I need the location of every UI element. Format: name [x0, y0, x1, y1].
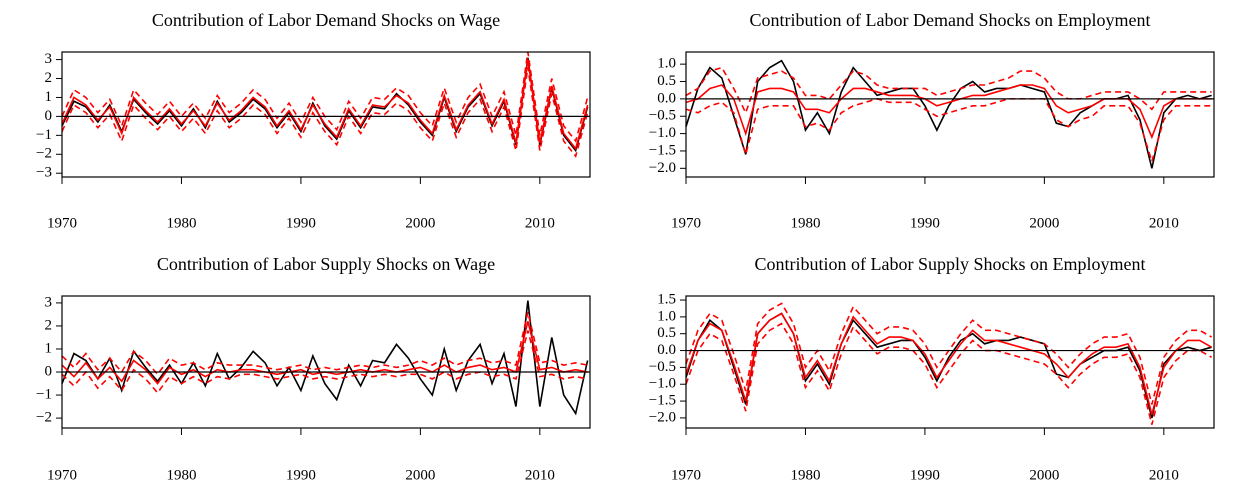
plot-frame: [61, 51, 591, 178]
y-tick-label: 0.0: [657, 342, 676, 358]
y-tick-label: 1.5: [657, 291, 676, 307]
y-tick-label: −1.0: [649, 125, 676, 141]
series-line: [685, 98, 1212, 165]
x-tick-label: 2000: [1029, 467, 1059, 483]
y-tick-label: −1.5: [649, 142, 676, 158]
chart-title: Contribution of Labor Supply Shocks on W…: [157, 254, 495, 274]
plot-frame: [685, 51, 1215, 178]
x-tick-label: 1990: [286, 215, 316, 231]
x-tick-label: 2000: [1029, 215, 1059, 231]
plot-frame: [61, 295, 591, 429]
y-tick-label: −1.5: [649, 392, 676, 408]
x-tick-label: 1970: [47, 215, 77, 231]
y-tick-label: 2: [45, 70, 53, 86]
chart-title: Contribution of Labor Demand Shocks on W…: [152, 10, 500, 30]
chart-title: Contribution of Labor Demand Shocks on E…: [750, 10, 1151, 30]
y-tick-label: 0.5: [657, 325, 676, 341]
y-tick-label: −0.5: [649, 359, 676, 375]
y-tick-label: 1: [45, 340, 53, 356]
series-line: [685, 312, 1213, 415]
y-tick-label: −0.5: [649, 108, 676, 124]
y-tick-label: 3: [45, 51, 53, 67]
y-tick-label: 0: [45, 363, 53, 379]
series-line: [685, 322, 1213, 425]
y-tick-label: 0: [45, 108, 53, 124]
y-tick-label: −2.0: [649, 160, 676, 176]
y-tick-label: −1.0: [649, 376, 676, 392]
x-tick-label: 2000: [405, 215, 435, 231]
series-line: [61, 330, 588, 395]
series-line: [61, 57, 589, 153]
series-line: [61, 51, 589, 143]
x-tick-label: 1980: [166, 215, 196, 231]
series-line: [685, 59, 1212, 169]
series-line: [685, 66, 1212, 115]
y-tick-label: −3: [36, 165, 52, 181]
x-tick-label: 2000: [405, 467, 435, 483]
series-line: [61, 311, 588, 376]
y-tick-label: −1: [36, 386, 52, 402]
plot-frame: [685, 295, 1215, 429]
series-line: [685, 312, 1212, 419]
y-tick-label: 1.0: [657, 308, 676, 324]
series-line: [61, 59, 589, 151]
y-tick-label: −2: [36, 410, 52, 426]
y-tick-label: 3: [45, 294, 53, 310]
y-tick-label: 0.0: [657, 90, 676, 106]
x-tick-label: 1980: [166, 467, 196, 483]
x-tick-label: 2010: [525, 215, 555, 231]
series-line: [61, 67, 589, 158]
y-tick-label: 1.0: [657, 56, 676, 72]
y-tick-label: −2: [36, 146, 52, 162]
x-tick-label: 1980: [790, 215, 820, 231]
chart-title: Contribution of Labor Supply Shocks on E…: [755, 254, 1146, 274]
x-tick-label: 1970: [671, 467, 701, 483]
series-line: [685, 84, 1212, 140]
x-tick-label: 2010: [1149, 467, 1179, 483]
y-tick-label: 2: [45, 317, 53, 333]
x-tick-label: 1990: [910, 215, 940, 231]
x-tick-label: 1990: [286, 467, 316, 483]
x-tick-label: 1990: [910, 467, 940, 483]
x-tick-label: 1980: [790, 467, 820, 483]
x-tick-label: 1970: [47, 467, 77, 483]
x-tick-label: 1970: [671, 215, 701, 231]
x-tick-label: 2010: [525, 467, 555, 483]
y-tick-label: −1: [36, 127, 52, 143]
y-tick-label: 0.5: [657, 73, 676, 89]
x-tick-label: 2010: [1149, 215, 1179, 231]
y-tick-label: 1: [45, 89, 53, 105]
y-tick-label: −2.0: [649, 409, 676, 425]
